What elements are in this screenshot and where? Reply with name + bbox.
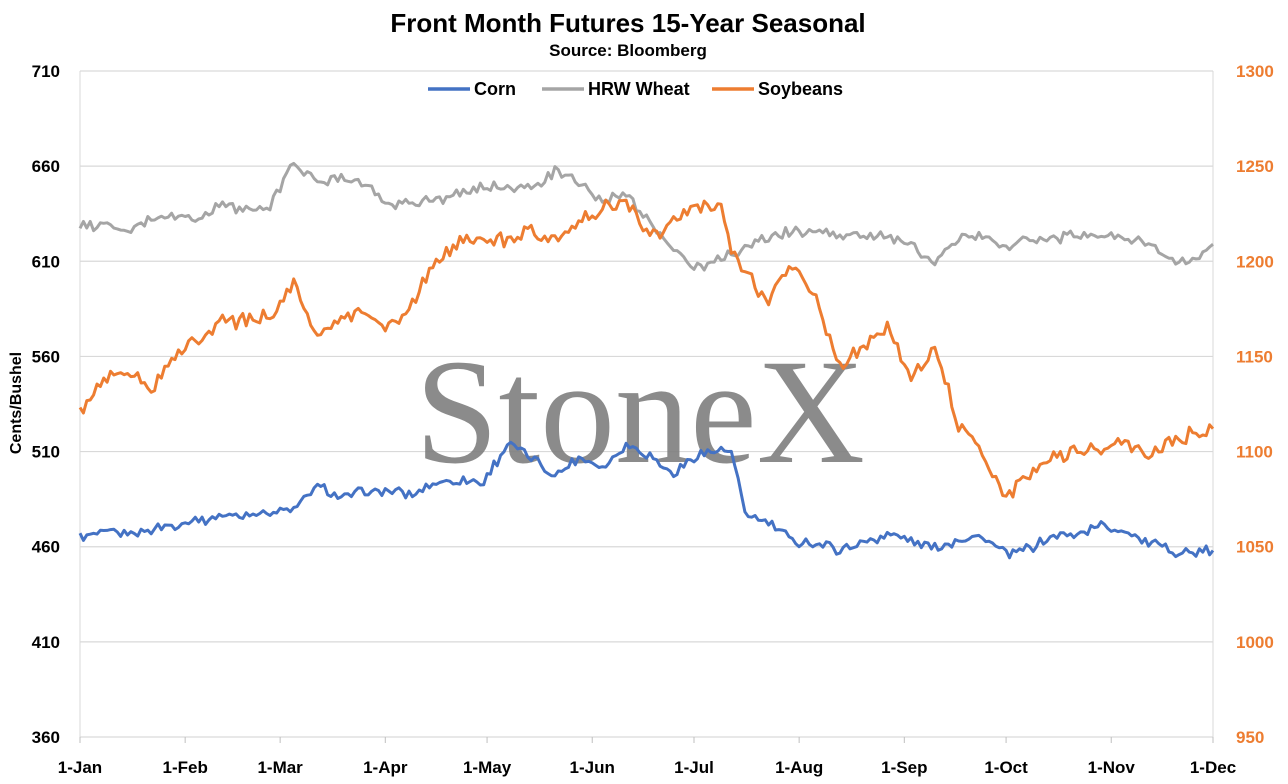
series-line-soybeans xyxy=(78,198,1215,499)
x-tick-label: 1-May xyxy=(463,758,512,777)
x-tick-label: 1-Feb xyxy=(162,758,207,777)
y2-tick-label: 1050 xyxy=(1236,538,1274,557)
x-tick-label: 1-Mar xyxy=(257,758,303,777)
x-tick-label: 1-Aug xyxy=(775,758,823,777)
right-axis-ticks: 1300 1250 1200 1150 1100 1050 1000 950 xyxy=(1236,62,1274,747)
x-axis-ticks: 1-Jan 1-Feb 1-Mar 1-Apr 1-May 1-Jun 1-Jul 1-Aug… xyxy=(58,737,1236,777)
legend-label: HRW Wheat xyxy=(588,79,690,99)
left-axis-ticks: 710 660 610 560 510 460 410 360 xyxy=(32,62,60,747)
y-tick-label: 510 xyxy=(32,443,60,462)
x-tick-label: 1-Jul xyxy=(674,758,714,777)
legend: Corn HRW Wheat Soybeans xyxy=(428,79,843,99)
y2-tick-label: 950 xyxy=(1236,728,1264,747)
legend-label: Soybeans xyxy=(758,79,843,99)
y-tick-label: 410 xyxy=(32,633,60,652)
y-tick-label: 710 xyxy=(32,62,60,81)
y2-tick-label: 1300 xyxy=(1236,62,1274,81)
y-tick-label: 460 xyxy=(32,538,60,557)
x-tick-label: 1-Dec xyxy=(1190,758,1236,777)
x-tick-label: 1-Nov xyxy=(1088,758,1136,777)
series-line-corn xyxy=(78,440,1215,560)
y-axis-label: Cents/Bushel xyxy=(8,352,25,454)
y2-tick-label: 1250 xyxy=(1236,157,1274,176)
y-tick-label: 610 xyxy=(32,252,60,271)
x-tick-label: 1-Jun xyxy=(570,758,615,777)
legend-label: Corn xyxy=(474,79,516,99)
y-tick-label: 660 xyxy=(32,157,60,176)
stonex-watermark: StoneX xyxy=(415,329,865,495)
y-tick-label: 360 xyxy=(32,728,60,747)
gridlines xyxy=(79,70,1214,738)
y2-tick-label: 1100 xyxy=(1236,443,1273,462)
chart-subtitle: Source: Bloomberg xyxy=(549,41,707,60)
chart-title: Front Month Futures 15-Year Seasonal xyxy=(390,8,865,38)
y2-tick-label: 1150 xyxy=(1236,347,1273,366)
x-tick-label: 1-Jan xyxy=(58,758,102,777)
series-layer xyxy=(78,161,1215,560)
x-tick-label: 1-Sep xyxy=(881,758,927,777)
x-tick-label: 1-Oct xyxy=(984,758,1028,777)
series-line-hrw-wheat xyxy=(78,161,1214,272)
y2-tick-label: 1200 xyxy=(1236,252,1274,271)
y2-tick-label: 1000 xyxy=(1236,633,1274,652)
y-tick-label: 560 xyxy=(32,347,60,366)
x-tick-label: 1-Apr xyxy=(363,758,408,777)
